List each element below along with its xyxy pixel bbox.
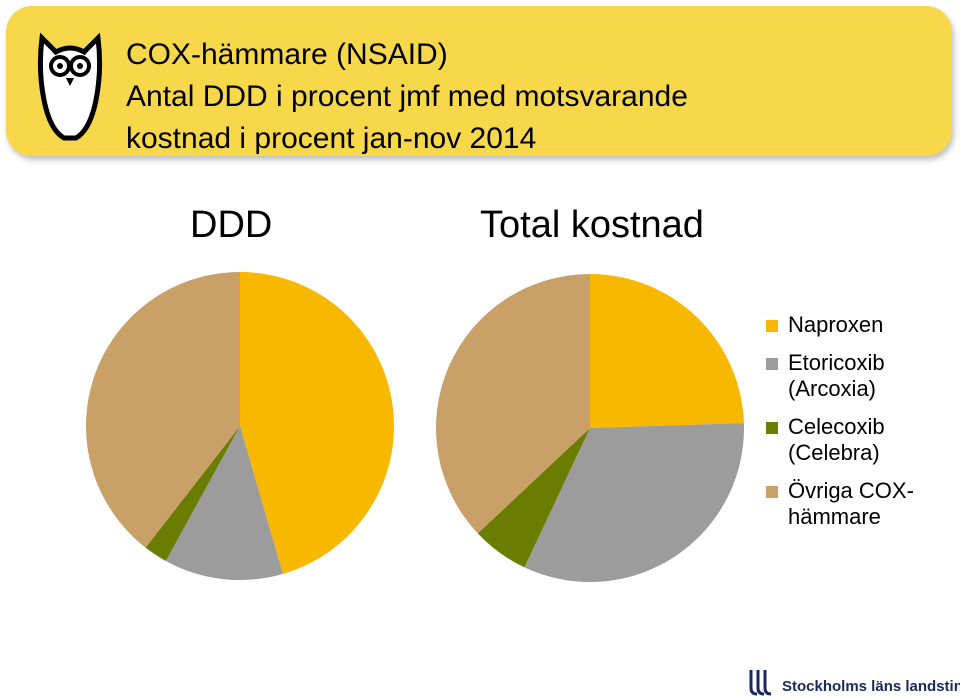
title-line-3: kostnad i procent jan-nov 2014 — [126, 122, 537, 155]
pie-slice-övriga-cox-hämmare — [85, 272, 240, 548]
title-line-2: Antal DDD i procent jmf med motsvarande — [126, 80, 688, 113]
chart-title-total-kostnad: Total kostnad — [480, 204, 704, 246]
legend: Naproxen Etoricoxib (Arcoxia) Celecoxib … — [766, 312, 948, 542]
legend-item-ovriga: Övriga COX-hämmare — [766, 478, 948, 530]
legend-swatch — [766, 486, 778, 498]
title-banner: COX-hämmare (NSAID) Antal DDD i procent … — [6, 6, 952, 156]
chart-title-ddd: DDD — [190, 204, 273, 246]
legend-label: Celecoxib (Celebra) — [788, 414, 885, 465]
legend-swatch — [766, 320, 778, 332]
pie-chart-ddd — [85, 272, 394, 580]
logo-text: Stockholms läns landsting — [782, 678, 960, 695]
slide-title: COX-hämmare (NSAID) Antal DDD i procent … — [126, 34, 688, 160]
legend-item-naproxen: Naproxen — [766, 312, 948, 338]
owl-icon — [37, 32, 103, 141]
pie-slice-etoricoxib-arcoxia — [165, 426, 283, 580]
legend-label: Etoricoxib (Arcoxia) — [788, 350, 885, 401]
sll-logo: Stockholms läns landsting — [748, 668, 960, 696]
legend-item-etoricoxib: Etoricoxib (Arcoxia) — [766, 350, 948, 402]
sll-logo-icon — [749, 670, 772, 696]
legend-label: Naproxen — [788, 312, 884, 337]
pie-slice-celecoxib-celebra — [145, 426, 240, 561]
pie-slice-celecoxib-celebra — [477, 428, 590, 568]
legend-swatch — [766, 358, 778, 370]
pie-chart-total-kostnad — [436, 274, 744, 582]
pie-slice-övriga-cox-hämmare — [436, 274, 590, 534]
title-line-1: COX-hämmare (NSAID) — [126, 38, 448, 71]
legend-label: Övriga COX-hämmare — [788, 478, 914, 529]
pie-slice-naproxen — [240, 272, 394, 574]
legend-item-celecoxib: Celecoxib (Celebra) — [766, 414, 948, 466]
pie-slice-etoricoxib-arcoxia — [524, 423, 744, 582]
pie-slice-naproxen — [590, 274, 744, 428]
legend-swatch — [766, 422, 778, 434]
